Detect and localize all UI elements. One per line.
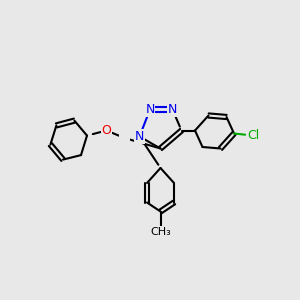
Text: Cl: Cl — [248, 129, 260, 142]
Text: O: O — [102, 124, 111, 137]
Text: N: N — [145, 103, 155, 116]
Text: N: N — [168, 103, 177, 116]
Text: CH₃: CH₃ — [150, 226, 171, 237]
Text: N: N — [135, 130, 144, 143]
